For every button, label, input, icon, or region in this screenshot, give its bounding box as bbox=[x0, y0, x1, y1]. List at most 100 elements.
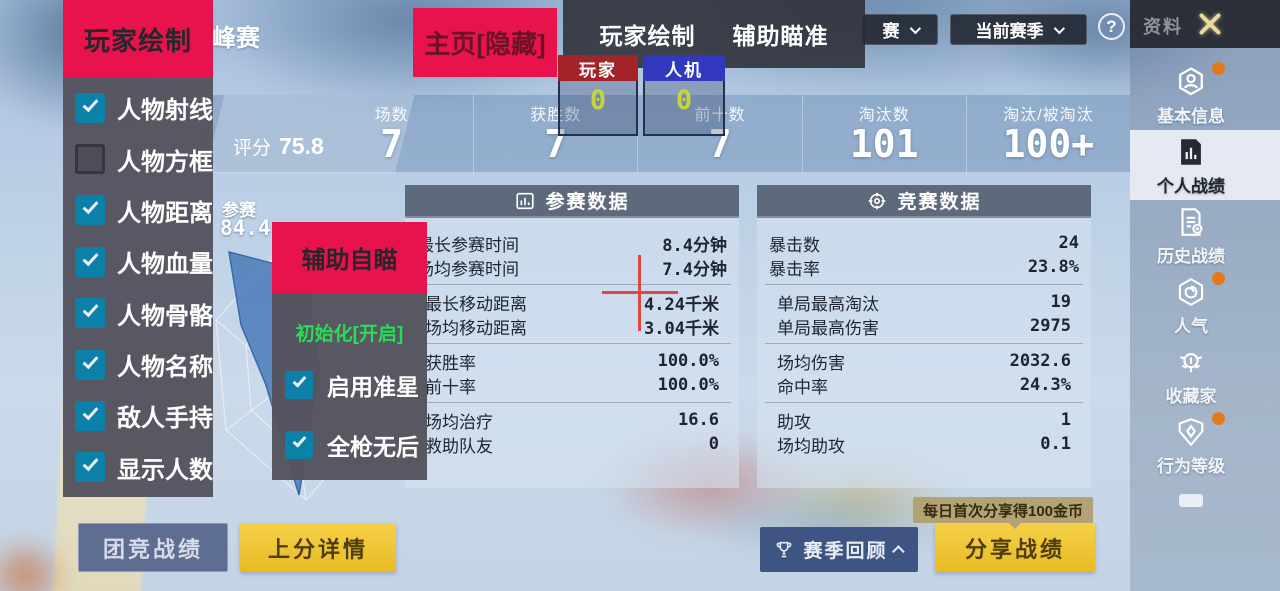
stat-row-label: 场均参赛时间 bbox=[417, 259, 519, 279]
rating-value: 75.8 bbox=[279, 133, 324, 159]
tree-leaves-decor bbox=[200, 0, 620, 110]
cheat-toggle-row[interactable]: 人物名称 bbox=[63, 347, 213, 382]
stat-row-value: 2032.6 bbox=[1009, 351, 1071, 371]
counter-box: 0 bbox=[643, 81, 725, 136]
sidebar-item-label: 人气 bbox=[1174, 316, 1208, 336]
cheat-toggle-row[interactable]: 人物骨骼 bbox=[63, 296, 213, 331]
stat-row-label: 暴击数 bbox=[769, 235, 820, 255]
cheat-toggle-row[interactable]: 人物方框 bbox=[63, 142, 213, 177]
counter-value: 0 bbox=[589, 85, 607, 116]
stat-row-value: 16.6 bbox=[678, 410, 719, 430]
season-review-button[interactable]: 赛季回顾 bbox=[760, 527, 918, 572]
stat-row: 场均移动距离 3.04千米 bbox=[413, 314, 731, 339]
checkbox[interactable] bbox=[285, 431, 313, 459]
stat-row-value: 7.4分钟 bbox=[662, 259, 727, 280]
profile-sidebar: 资料 基本信息 个人战绩 历史战绩 人气 收藏家 行为等级 bbox=[1130, 0, 1280, 591]
cheat-toggle-label: 启用准星 bbox=[327, 374, 419, 400]
stat-label: 淘汰数 bbox=[858, 107, 910, 124]
cheat-toggle-label: 人物射线 bbox=[117, 97, 213, 125]
counter-value: 0 bbox=[675, 85, 693, 116]
cheat-tab[interactable]: 辅助瞄准 bbox=[732, 23, 829, 49]
sidebar-header: 资料 bbox=[1130, 0, 1280, 48]
counter-tab[interactable]: 人机 bbox=[643, 55, 725, 81]
sidebar-item-conduct[interactable]: 行为等级 bbox=[1130, 410, 1280, 480]
rank-details-button[interactable]: 上分详情 bbox=[240, 523, 396, 572]
cheat-toggle-row[interactable]: 人物血量 bbox=[63, 244, 213, 279]
checkbox[interactable] bbox=[285, 371, 313, 399]
cheat-aim-menu-title: 辅助自瞄 bbox=[272, 222, 427, 293]
help-icon[interactable]: ? bbox=[1098, 13, 1125, 40]
sidebar-item-label: 基本信息 bbox=[1157, 106, 1225, 126]
panel-competition-data: 竞赛数据 暴击数 24 暴击率 23.8% 单局最高淘汰 19 单局最高伤害 2… bbox=[757, 185, 1091, 488]
stat-row-value: 100.0% bbox=[657, 351, 719, 371]
stat-row: 命中率 24.3% bbox=[765, 373, 1083, 397]
checkbox[interactable] bbox=[75, 246, 105, 277]
stat-row: 最长移动距离 4.24千米 bbox=[413, 290, 731, 315]
share-stats-button[interactable]: 分享战绩 bbox=[935, 523, 1095, 572]
panel-title: 参赛数据 bbox=[545, 192, 630, 213]
stat-row-label: 救助队友 bbox=[425, 436, 493, 456]
stat-row: 单局最高伤害 2975 bbox=[765, 314, 1083, 338]
stat-row-label: 场均伤害 bbox=[777, 353, 845, 373]
checkbox[interactable] bbox=[75, 349, 105, 380]
season-dropdown[interactable]: 当前赛季 bbox=[950, 14, 1087, 45]
sidebar-item-popularity[interactable]: 人气 bbox=[1130, 270, 1280, 340]
cheat-tab[interactable]: 玩家绘制 bbox=[599, 23, 696, 49]
radar-axis-value: 84.4 bbox=[220, 216, 271, 240]
stat-row-value: 0.1 bbox=[1040, 434, 1071, 454]
checkbox[interactable] bbox=[75, 92, 105, 123]
stat-row-value: 3.04千米 bbox=[644, 318, 719, 339]
cheat-toggle-row[interactable]: 人物距离 bbox=[63, 193, 213, 228]
cheat-home-hide-button[interactable]: 主页[隐藏] bbox=[413, 8, 557, 77]
checkbox[interactable] bbox=[75, 144, 105, 175]
sidebar-item-profile-hex[interactable]: 基本信息 bbox=[1130, 60, 1280, 130]
stat-column: 淘汰数 101 bbox=[801, 95, 966, 173]
stat-value: 7 bbox=[380, 122, 404, 166]
stat-row-label: 场均移动距离 bbox=[425, 318, 527, 338]
stat-row: 暴击数 24 bbox=[757, 231, 1091, 255]
cheat-toggle-row[interactable]: 启用准星 bbox=[272, 368, 427, 402]
check-icon bbox=[82, 300, 98, 318]
bar-chart-icon bbox=[514, 190, 536, 212]
checkbox[interactable] bbox=[75, 452, 105, 483]
stat-row-value: 23.8% bbox=[1027, 257, 1079, 277]
stat-group: 场均治疗 16.6 救助队友 0 bbox=[413, 402, 731, 461]
sidebar-item-collector[interactable]: 收藏家 bbox=[1130, 340, 1280, 410]
stat-row-label: 前十率 bbox=[425, 377, 476, 397]
cheat-toggle-row[interactable]: 敌人手持 bbox=[63, 398, 213, 433]
check-icon bbox=[82, 403, 98, 421]
sidebar-item-stats-doc[interactable]: 个人战绩 bbox=[1130, 130, 1280, 200]
stat-label: 淘汰/被淘汰 bbox=[1003, 107, 1094, 124]
counter-tab[interactable]: 玩家 bbox=[558, 55, 638, 81]
cheat-toggle-row[interactable]: 全枪无后 bbox=[272, 428, 427, 462]
team-stats-button[interactable]: 团竞战绩 bbox=[78, 523, 228, 572]
mode-dropdown[interactable]: 赛 bbox=[862, 14, 938, 45]
radar-axis-label: 参赛 bbox=[222, 201, 256, 220]
check-icon bbox=[292, 373, 306, 388]
cheat-aim-menu: 辅助自瞄 初始化[开启] 启用准星 全枪无后 bbox=[272, 222, 427, 480]
cheat-toggle-label: 人物血量 bbox=[117, 251, 213, 279]
sidebar-indicator bbox=[1179, 494, 1203, 507]
stat-row: 助攻 1 bbox=[765, 408, 1083, 432]
sidebar-item-history-doc[interactable]: 历史战绩 bbox=[1130, 200, 1280, 270]
checkbox[interactable] bbox=[75, 298, 105, 329]
stat-row-value: 0 bbox=[708, 434, 719, 454]
checkbox[interactable] bbox=[75, 195, 105, 226]
season-mode-title: 峰赛 bbox=[212, 25, 260, 52]
stat-row-label: 单局最高伤害 bbox=[777, 318, 879, 338]
sidebar-item-label: 行为等级 bbox=[1157, 456, 1225, 476]
stat-row-label: 最长移动距离 bbox=[425, 294, 527, 314]
cheat-toggle-row[interactable]: 显示人数 bbox=[63, 450, 213, 485]
close-icon[interactable] bbox=[1190, 4, 1230, 44]
season-dropdown-label: 当前赛季 bbox=[975, 22, 1044, 41]
cheat-toggle-label: 人物名称 bbox=[117, 354, 213, 382]
stat-row-label: 场均助攻 bbox=[777, 436, 845, 456]
target-icon bbox=[866, 190, 888, 212]
check-icon bbox=[82, 352, 98, 369]
stat-row-label: 助攻 bbox=[777, 412, 811, 432]
cheat-toggle-row[interactable]: 人物射线 bbox=[63, 90, 213, 125]
checkbox[interactable] bbox=[75, 400, 105, 431]
cheat-toggle-label: 全枪无后 bbox=[327, 434, 419, 460]
aim-init-toggle[interactable]: 初始化[开启] bbox=[295, 324, 404, 345]
